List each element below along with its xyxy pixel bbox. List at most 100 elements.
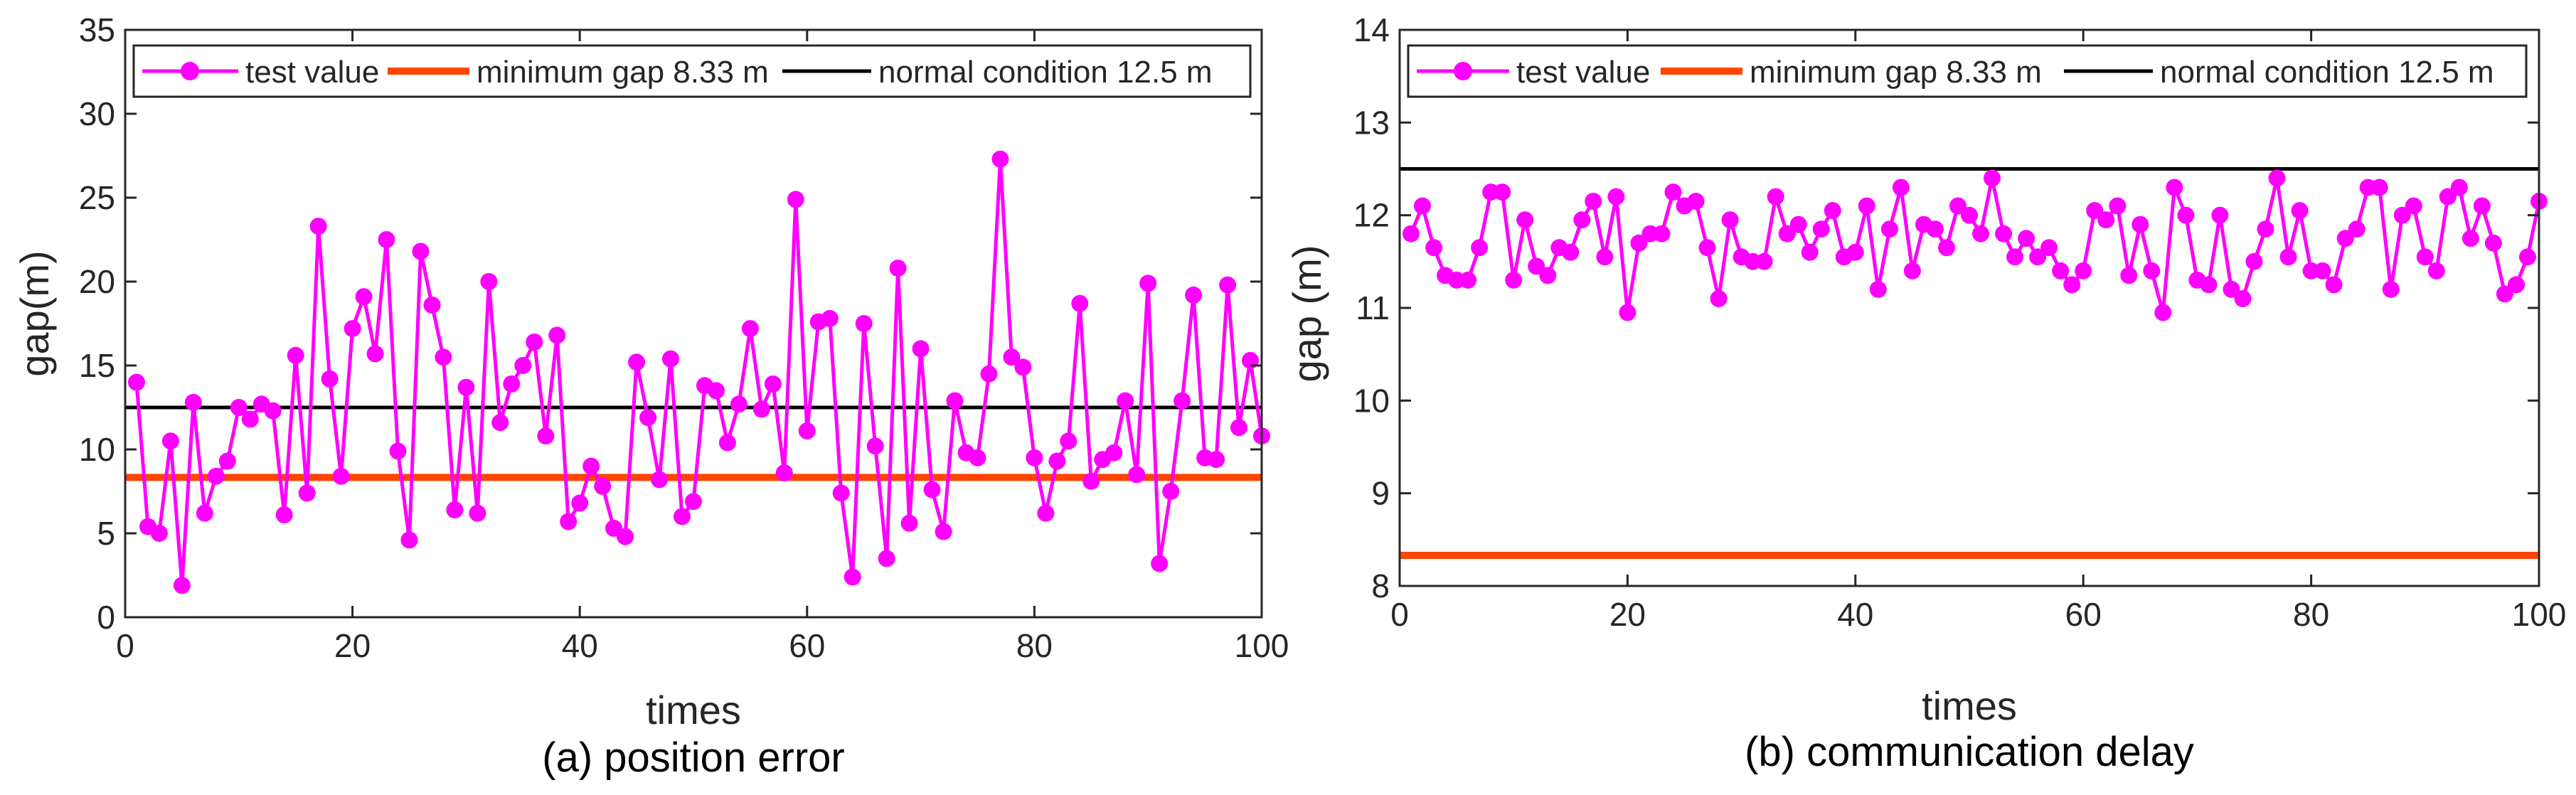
test-value-point bbox=[446, 501, 464, 518]
test-value-point bbox=[1995, 225, 2013, 242]
test-value-point bbox=[718, 434, 736, 452]
test-value-point bbox=[1755, 252, 1773, 270]
test-value-point bbox=[617, 528, 634, 545]
test-value-point bbox=[2029, 248, 2047, 266]
test-value-point bbox=[1117, 392, 1134, 410]
test-value-point bbox=[1128, 466, 1146, 484]
test-value-point bbox=[1778, 225, 1796, 242]
test-value-point bbox=[2040, 239, 2058, 257]
test-value-point bbox=[1562, 243, 1580, 261]
test-value-point bbox=[1173, 392, 1191, 410]
test-value-point bbox=[752, 400, 770, 418]
test-value-point bbox=[241, 410, 259, 428]
test-value-point bbox=[2484, 234, 2502, 252]
test-value-point bbox=[1573, 211, 1591, 229]
test-value-point bbox=[912, 340, 930, 358]
test-value-point bbox=[1014, 358, 1032, 376]
test-value-point bbox=[2109, 197, 2127, 215]
test-value-point bbox=[798, 422, 816, 439]
test-value-point bbox=[1528, 257, 1545, 275]
test-value-point bbox=[866, 437, 884, 455]
test-value-point bbox=[1721, 211, 1739, 229]
test-value-point bbox=[1801, 243, 1819, 261]
test-value-point bbox=[594, 477, 612, 495]
test-value-line bbox=[134, 157, 1264, 587]
test-value-point bbox=[821, 309, 839, 327]
test-value-point bbox=[355, 288, 373, 306]
chart-communication-delay: 0 20 40 60 80 100 8 9 10 11 12 13 14 times gap (m) (… bbox=[1284, 11, 2566, 775]
test-value-point bbox=[321, 370, 339, 388]
y-tick-label: 10 bbox=[79, 431, 115, 468]
test-value-point bbox=[1037, 504, 1055, 522]
chart-caption: (b) communication delay bbox=[1745, 729, 2194, 775]
test-value-point bbox=[582, 457, 600, 475]
test-value-point bbox=[900, 514, 918, 532]
legend: test value minimum gap 8.33 m normal con… bbox=[1407, 44, 2528, 98]
test-value-point bbox=[2154, 304, 2172, 321]
test-value-point bbox=[2519, 248, 2536, 266]
test-value-point bbox=[1892, 178, 1910, 196]
test-value-point bbox=[2336, 230, 2354, 247]
test-value-point bbox=[503, 375, 521, 393]
test-value-point bbox=[662, 350, 679, 368]
y-tick-label: 20 bbox=[79, 263, 115, 300]
test-value-point bbox=[855, 315, 873, 332]
test-value-point bbox=[1812, 220, 1830, 238]
y-axis-label: gap(m) bbox=[12, 250, 57, 376]
x-tick-label: 40 bbox=[1837, 596, 1873, 633]
test-value-point bbox=[1403, 225, 1420, 242]
test-value-point bbox=[2211, 206, 2229, 224]
test-value-point bbox=[218, 452, 236, 470]
test-value-point bbox=[628, 353, 646, 371]
test-value-point bbox=[2086, 202, 2104, 220]
test-value-point bbox=[2006, 248, 2024, 266]
y-tick-label: 30 bbox=[79, 95, 115, 132]
legend-test-marker bbox=[181, 62, 199, 80]
test-value-point bbox=[980, 365, 998, 383]
test-value-point bbox=[184, 393, 202, 411]
test-value-point bbox=[435, 348, 452, 366]
test-value-point bbox=[1858, 197, 1875, 215]
test-value-point bbox=[1026, 449, 1043, 466]
test-value-point bbox=[332, 467, 350, 485]
y-tick-label: 10 bbox=[1353, 382, 1390, 419]
test-value-point bbox=[764, 375, 782, 393]
test-value-point bbox=[207, 467, 225, 485]
test-value-point bbox=[1585, 193, 1602, 210]
test-value-point bbox=[344, 320, 361, 338]
test-value-point bbox=[1926, 220, 1944, 238]
y-tick-label: 9 bbox=[1371, 475, 1390, 512]
test-value-point bbox=[1630, 234, 1648, 252]
test-value-point bbox=[923, 481, 941, 498]
test-value-point bbox=[264, 402, 282, 420]
y-axis-label: gap (m) bbox=[1284, 245, 1329, 383]
plot-area-frame bbox=[124, 28, 1263, 619]
test-value-point bbox=[537, 427, 555, 445]
test-value-point bbox=[309, 218, 327, 235]
legend-minimum-label: minimum gap 8.33 m bbox=[477, 55, 769, 90]
test-value-point bbox=[991, 150, 1009, 168]
test-value-point bbox=[1516, 211, 1534, 229]
y-tick-label: 13 bbox=[1353, 104, 1390, 141]
test-value-point bbox=[1972, 225, 1989, 242]
test-value-point bbox=[1494, 183, 1511, 201]
test-value-point bbox=[730, 395, 747, 413]
test-value-point bbox=[2416, 248, 2434, 266]
x-axis-label: times bbox=[1922, 683, 2017, 728]
test-value-point bbox=[969, 449, 986, 466]
test-value-point bbox=[2393, 206, 2411, 224]
test-value-point bbox=[526, 334, 543, 351]
test-value-point bbox=[571, 494, 589, 512]
test-value-point bbox=[1105, 444, 1123, 461]
test-value-line bbox=[1409, 176, 2541, 314]
test-value-point bbox=[1139, 274, 1157, 292]
test-value-point bbox=[1938, 239, 1955, 257]
test-value-point bbox=[560, 513, 578, 530]
test-value-point bbox=[1185, 286, 1203, 304]
test-value-point bbox=[491, 414, 509, 432]
x-tick-label: 0 bbox=[116, 627, 134, 664]
test-value-point bbox=[1607, 188, 1625, 206]
test-value-point bbox=[2439, 188, 2457, 206]
